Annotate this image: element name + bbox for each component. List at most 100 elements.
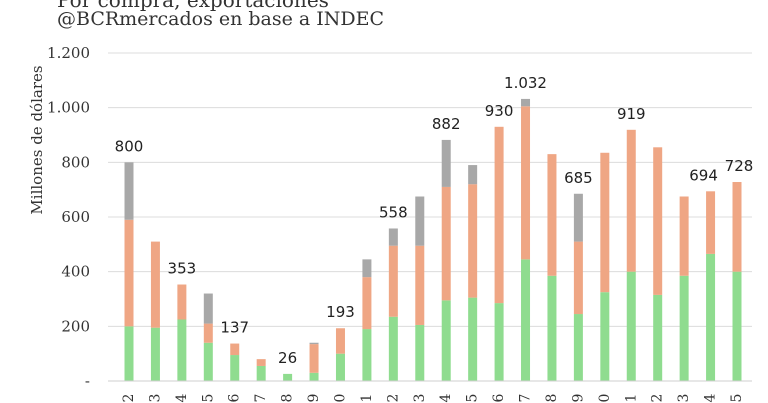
data-label: 930 (485, 102, 514, 120)
bar-segment (521, 259, 531, 381)
bar-segment (494, 126, 504, 304)
x-tick-label: 1 (359, 394, 375, 403)
data-label: 353 (168, 260, 197, 278)
bar-segment (626, 129, 636, 272)
bar-segment (177, 319, 187, 381)
data-label: 1.032 (504, 74, 547, 92)
y-tick-label: 1.000 (47, 99, 90, 117)
data-label: 193 (326, 303, 355, 321)
bar-segment (441, 186, 451, 301)
data-label: 800 (115, 137, 144, 155)
bar-segment (441, 300, 451, 381)
bar-segment (547, 154, 557, 276)
bar-segment (573, 193, 583, 242)
bar-segment (203, 342, 213, 381)
bar-segment (177, 284, 187, 320)
x-tick-label: 2 (121, 394, 137, 403)
bar-segment (388, 245, 398, 317)
data-label: 685 (564, 169, 593, 187)
x-tick-label: 3 (676, 394, 692, 403)
x-tick-label: 4 (174, 393, 190, 402)
bar-segment (256, 365, 266, 381)
data-label: 26 (278, 349, 297, 367)
bar-segment (706, 253, 716, 381)
x-tick-label: 2 (385, 394, 401, 403)
x-tick-label: 4 (438, 393, 454, 402)
bar-segment (309, 372, 319, 381)
data-label: 558 (379, 203, 408, 221)
x-tick-label: 8 (280, 394, 296, 403)
x-tick-label: 3 (412, 394, 428, 403)
bar-segment (203, 293, 213, 324)
data-label: 137 (220, 319, 249, 337)
bar-segment (124, 219, 134, 327)
x-tick-label: 9 (570, 394, 586, 403)
bar-segment (362, 259, 372, 278)
bar-segment (441, 139, 451, 187)
bar-segment (600, 292, 610, 381)
data-label: 919 (617, 105, 646, 123)
bar-segment (203, 323, 213, 343)
bar-segment (653, 294, 663, 381)
x-tick-label: 0 (597, 394, 613, 403)
x-tick-label: 1 (623, 394, 639, 403)
bar-segment (124, 326, 134, 381)
y-tick-label: 200 (61, 317, 90, 335)
y-tick-label: 600 (61, 208, 90, 226)
bar-segment (150, 241, 160, 328)
x-tick-label: 7 (518, 394, 534, 403)
x-tick-label: 9 (306, 394, 322, 403)
bar-segment (732, 271, 742, 381)
y-tick-label: - (85, 372, 90, 390)
bar-segment (521, 106, 531, 260)
bar-segment (256, 359, 266, 366)
bar-segment (706, 191, 716, 254)
x-tick-label: 5 (200, 394, 216, 403)
bar-segment (600, 152, 610, 293)
x-tick-label: 3 (147, 394, 163, 403)
x-tick-label: 2 (650, 394, 666, 403)
data-label: 694 (689, 166, 718, 184)
x-tick-label: 5 (729, 394, 745, 403)
bar-segment (309, 344, 319, 373)
data-label: 882 (432, 115, 461, 133)
bar-segment (468, 184, 478, 298)
bar-segment (547, 275, 557, 381)
bar-segment (150, 327, 160, 381)
x-tick-label: 4 (703, 393, 719, 402)
y-tick-label: 400 (61, 263, 90, 281)
x-tick-label: 7 (253, 394, 269, 403)
bar-segment (230, 355, 240, 381)
bar-segment (653, 147, 663, 295)
bar-segment (309, 342, 319, 345)
bar-segment (335, 328, 345, 354)
bar-segment (679, 275, 689, 381)
bar-segment (335, 353, 345, 381)
y-tick-label: 800 (61, 153, 90, 171)
chart-title: Por compra, exportaciones (57, 0, 329, 12)
bar-segment (415, 245, 425, 325)
bar-segment (573, 241, 583, 315)
bar-segment (732, 182, 742, 272)
bar-segment (388, 228, 398, 246)
x-tick-label: 0 (332, 394, 348, 403)
bar-segment (124, 162, 134, 220)
chart-subtitle: @BCRmercados en base a INDEC (57, 8, 385, 30)
bar-segment (626, 271, 636, 381)
bar-segment (415, 196, 425, 246)
x-tick-label: 6 (491, 393, 507, 402)
x-tick-label: 5 (465, 394, 481, 403)
bar-segment (388, 316, 398, 381)
bar-segment (415, 324, 425, 381)
bar-segment (468, 297, 478, 381)
bar-segment (283, 373, 293, 381)
x-tick-label: 8 (544, 394, 560, 403)
bar-segment (679, 196, 689, 276)
x-tick-label: 6 (227, 393, 243, 402)
bar-segment (494, 303, 504, 381)
y-tick-label: 1.200 (47, 44, 90, 62)
data-label: 728 (725, 157, 754, 175)
bar-segment (521, 98, 531, 107)
bar-segment (230, 343, 240, 356)
